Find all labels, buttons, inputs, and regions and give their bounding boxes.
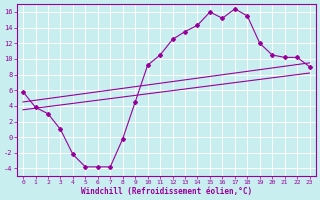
X-axis label: Windchill (Refroidissement éolien,°C): Windchill (Refroidissement éolien,°C) — [81, 187, 252, 196]
